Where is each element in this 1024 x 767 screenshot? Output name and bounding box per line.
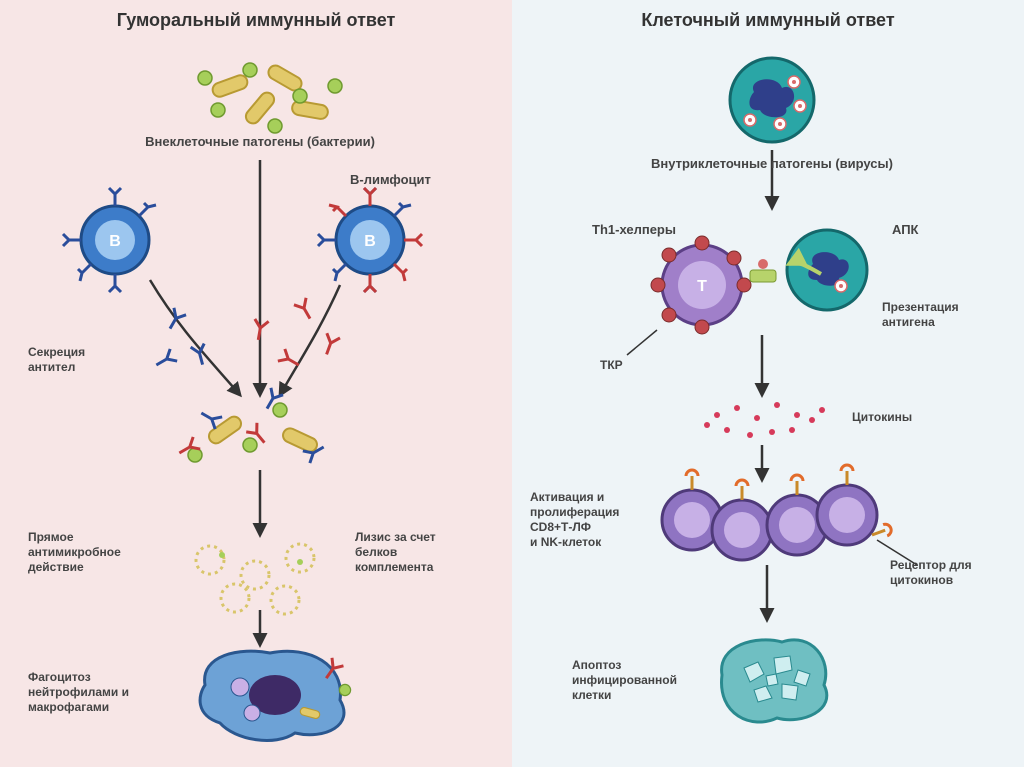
- label-phago: Фагоцитоз нейтрофилами и макрофагами: [28, 670, 129, 715]
- pointer-tkr: [627, 330, 657, 355]
- bacteria-cluster: [198, 63, 342, 133]
- th1-cell: [651, 236, 751, 334]
- bcell-left: [63, 188, 156, 292]
- arrow-bcell-left: [150, 280, 240, 395]
- free-antibodies: [153, 298, 340, 371]
- cellular-svg: T: [512, 0, 1024, 767]
- mhc-peptide: [750, 259, 776, 282]
- panel-cellular: Клеточный иммунный ответ: [512, 0, 1024, 767]
- apoptotic-cell: [722, 640, 827, 722]
- label-direct: Прямое антимикробное действие: [28, 530, 121, 575]
- label-tkr: ТКР: [600, 358, 623, 373]
- label-receptor: Рецептор для цитокинов: [890, 558, 972, 588]
- opsonized-zone: [176, 388, 327, 463]
- figure-root: Гуморальный иммунный ответ B: [0, 0, 1024, 767]
- label-secretion: Секреция антител: [28, 345, 85, 375]
- label-apc: АПК: [892, 222, 919, 238]
- label-int-pathogens: Внутриклеточные патогены (вирусы): [602, 156, 942, 172]
- panel-humoral: Гуморальный иммунный ответ B: [0, 0, 512, 767]
- label-activation: Активация и пролиферация CD8+Т-ЛФ и NK-к…: [530, 490, 619, 550]
- infected-cell: [730, 58, 814, 142]
- label-ext-pathogens: Внеклеточные патогены (бактерии): [120, 134, 400, 150]
- label-cytokines: Цитокины: [852, 410, 912, 425]
- label-lysis: Лизис за счет белков комплемента: [355, 530, 436, 575]
- cytokine-dots: [704, 402, 825, 438]
- macrophage: [200, 651, 351, 740]
- apc-cell: [787, 230, 867, 310]
- bcell-right: [318, 188, 422, 292]
- label-blymph: В-лимфоцит: [350, 172, 431, 188]
- label-th1: Th1-хелперы: [592, 222, 676, 238]
- cd8-cluster: [662, 465, 893, 560]
- humoral-svg: B: [0, 0, 512, 767]
- label-apoptosis: Апоптоз инфицированной клетки: [572, 658, 677, 703]
- complement-debris: [196, 544, 314, 614]
- label-presentation: Презентация антигена: [882, 300, 959, 330]
